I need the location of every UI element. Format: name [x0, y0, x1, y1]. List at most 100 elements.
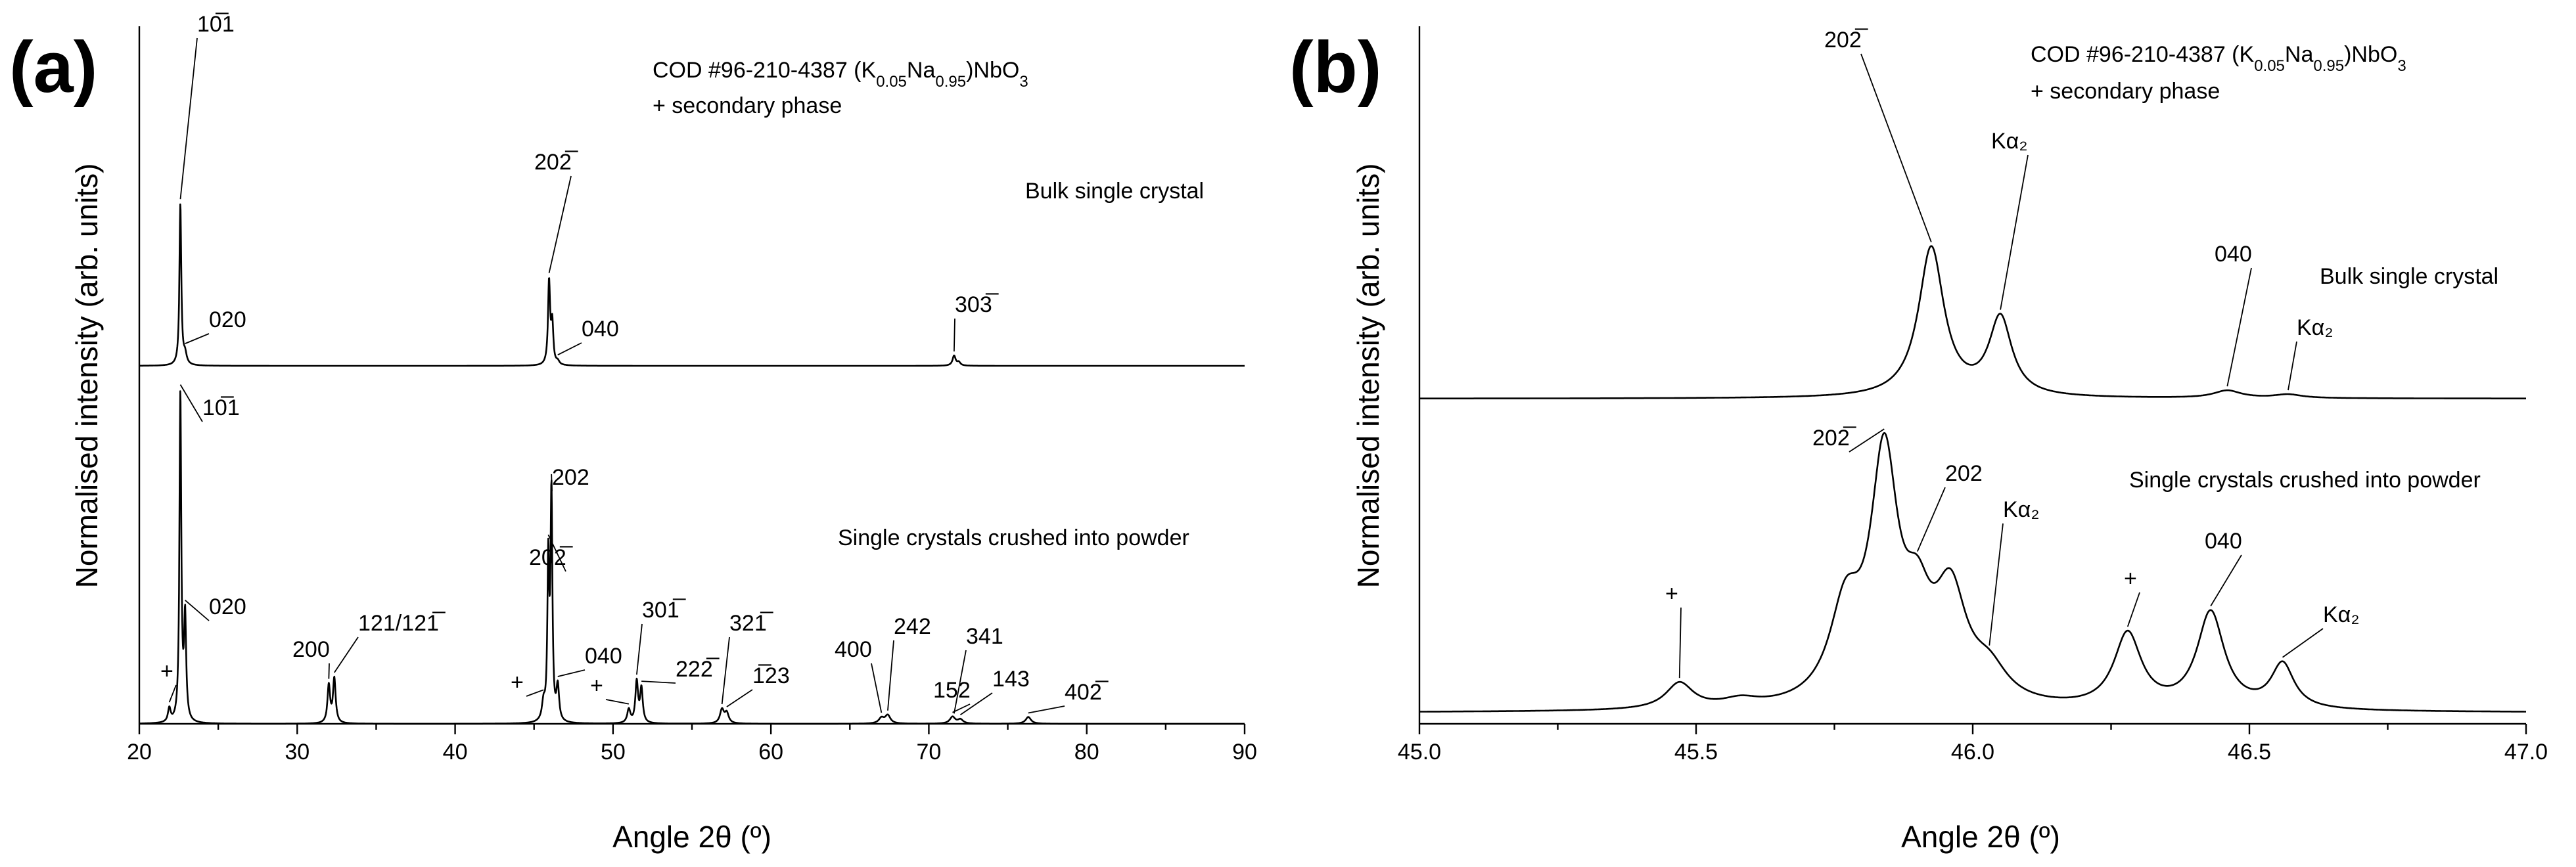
x-tick-label: 70	[917, 740, 942, 765]
x-tick-label: 90	[1232, 740, 1257, 765]
panel-b-legend-line2: + secondary phase	[2031, 79, 2220, 104]
peak-leader	[526, 689, 544, 697]
x-tick-label: 45.0	[1398, 740, 1441, 765]
panel-b-legend-line1: COD #96-210-4387 (K0.05Na0.95)NbO3	[2031, 42, 2406, 75]
peak-label: 202̅	[1824, 28, 1868, 53]
peak-leader	[1678, 607, 1682, 678]
panel-a-legend-line2: + secondary phase	[653, 93, 842, 118]
peak-leader	[551, 474, 553, 492]
x-tick-label: 47.0	[2504, 740, 2548, 765]
series-label: Single crystals crushed into powder	[2129, 468, 2481, 493]
peak-label: 040	[2205, 529, 2242, 554]
panel-a-ylabel: Normalised intensity (arb. units)	[70, 164, 104, 589]
peak-label: 321̅	[729, 611, 773, 636]
peak-label: 222̅	[676, 657, 720, 682]
peak-label: 301̅	[642, 598, 686, 623]
peak-leader	[2127, 592, 2140, 627]
panel-b-label: (b)	[1289, 27, 1381, 108]
x-tick-label: 45.5	[1674, 740, 1718, 765]
peak-leader	[185, 600, 210, 621]
peak-leader	[1028, 705, 1065, 714]
panel-b-xlabel: Angle 2θ (º)	[1901, 820, 2060, 854]
panel-a: (a) Normalised intensity (arb. units) An…	[9, 12, 1257, 854]
peak-label: 040	[582, 317, 619, 342]
peak-label: 303̅	[955, 292, 999, 317]
peak-label: +	[2124, 566, 2137, 591]
peak-leader	[548, 175, 572, 273]
peak-label: 202̅	[529, 545, 573, 570]
peak-label: Kα₂	[1991, 129, 2028, 154]
peak-label: 202	[552, 465, 589, 490]
series-line-bulk	[139, 203, 1245, 367]
peak-leader	[1849, 428, 1885, 453]
series-line-powder	[1419, 432, 2527, 713]
peak-leader	[887, 640, 894, 711]
peak-label: 121/121̅	[358, 611, 446, 636]
peak-leader	[959, 692, 993, 715]
x-tick-label: 40	[443, 740, 468, 765]
peak-label: 040	[585, 644, 622, 669]
peak-label: 202̅	[1812, 426, 1856, 451]
x-tick-label: 50	[601, 740, 626, 765]
peak-leader	[2282, 628, 2324, 658]
series-line-powder	[139, 390, 1245, 725]
peak-leader	[557, 342, 582, 356]
peak-leader	[557, 669, 586, 677]
panel-b-ylabel: Normalised intensity (arb. units)	[1351, 164, 1385, 589]
peak-label: Kα₂	[2297, 315, 2334, 340]
peak-label: 10̅1	[197, 12, 235, 37]
x-tick-label: 80	[1074, 740, 1099, 765]
peak-leader	[871, 663, 883, 713]
peak-label: 143	[992, 667, 1030, 692]
peak-leader	[721, 636, 730, 705]
peak-label: 200	[292, 637, 330, 662]
peak-label: 402̅	[1065, 680, 1109, 705]
peak-label: +	[1665, 581, 1678, 606]
series-label: Single crystals crushed into powder	[838, 525, 1189, 550]
series-line-bulk	[1419, 245, 2527, 399]
peak-label: +	[590, 673, 603, 698]
peak-leader	[2210, 554, 2242, 607]
peak-leader	[2000, 154, 2029, 310]
peak-leader	[334, 636, 359, 673]
peak-leader	[179, 37, 198, 200]
x-tick-label: 46.5	[2228, 740, 2271, 765]
panel-a-label: (a)	[9, 27, 97, 108]
x-tick-label: 20	[127, 740, 152, 765]
panel-a-legend-line1: COD #96-210-4387 (K0.05Na0.95)NbO3	[653, 58, 1028, 91]
panel-b: (b) Normalised intensity (arb. units) An…	[1289, 26, 2548, 854]
peak-label: Kα₂	[2323, 602, 2360, 627]
peak-label: +	[160, 659, 173, 684]
peak-leader	[605, 699, 630, 705]
series-label: Bulk single crystal	[2320, 264, 2498, 289]
peak-leader	[1989, 523, 2004, 646]
peak-leader	[547, 534, 566, 572]
peak-label: 040	[2215, 242, 2252, 267]
peak-label: 020	[209, 594, 246, 619]
series-label: Bulk single crystal	[1025, 179, 1204, 204]
peak-label: 400	[835, 637, 872, 662]
peak-label: +	[511, 670, 524, 695]
peak-leader	[953, 650, 967, 714]
peak-leader	[185, 333, 210, 344]
peak-label: 1̅23	[752, 663, 790, 688]
peak-leader	[1916, 487, 1946, 552]
peak-leader	[726, 689, 753, 707]
peak-label: Kα₂	[2003, 497, 2040, 522]
x-tick-label: 46.0	[1951, 740, 1994, 765]
peak-leader	[1860, 53, 1932, 242]
peak-label: 202	[1945, 461, 1983, 486]
peak-leader	[179, 384, 203, 422]
peak-label: 242	[894, 614, 931, 639]
peak-leader	[641, 680, 676, 684]
peak-leader	[952, 703, 971, 713]
peak-leader	[2226, 267, 2252, 387]
peak-leader	[2288, 341, 2297, 391]
peak-label: 10̅1	[202, 395, 240, 420]
panel-a-xlabel: Angle 2θ (º)	[612, 820, 771, 854]
peak-label: 020	[209, 307, 246, 332]
x-tick-label: 60	[758, 740, 783, 765]
peak-label: 202̅	[534, 150, 578, 175]
x-tick-label: 30	[285, 740, 310, 765]
